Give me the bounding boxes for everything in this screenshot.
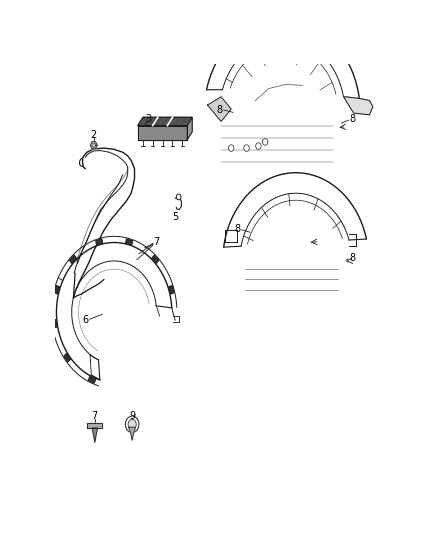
Text: 3: 3 bbox=[145, 114, 151, 124]
Text: 8: 8 bbox=[216, 105, 223, 115]
Text: 9: 9 bbox=[129, 411, 135, 421]
Polygon shape bbox=[88, 376, 95, 383]
Text: 7: 7 bbox=[92, 411, 98, 421]
Circle shape bbox=[128, 419, 136, 429]
Text: 7: 7 bbox=[153, 238, 160, 247]
Polygon shape bbox=[64, 353, 71, 362]
Polygon shape bbox=[169, 286, 174, 294]
Polygon shape bbox=[138, 126, 187, 140]
Polygon shape bbox=[208, 97, 231, 122]
Polygon shape bbox=[343, 96, 373, 115]
Polygon shape bbox=[187, 117, 192, 140]
Text: 8: 8 bbox=[350, 114, 356, 124]
Polygon shape bbox=[87, 423, 102, 428]
Polygon shape bbox=[53, 320, 57, 328]
Ellipse shape bbox=[364, 103, 372, 111]
Circle shape bbox=[229, 145, 234, 151]
Text: 2: 2 bbox=[91, 130, 97, 140]
Polygon shape bbox=[96, 239, 102, 245]
Circle shape bbox=[262, 139, 268, 145]
Circle shape bbox=[256, 143, 261, 149]
Circle shape bbox=[176, 194, 181, 200]
Polygon shape bbox=[90, 142, 97, 149]
Polygon shape bbox=[70, 255, 76, 263]
Text: 8: 8 bbox=[350, 253, 356, 263]
Polygon shape bbox=[129, 427, 135, 440]
Circle shape bbox=[125, 416, 139, 432]
Circle shape bbox=[244, 145, 249, 151]
Polygon shape bbox=[152, 255, 159, 263]
Polygon shape bbox=[138, 117, 192, 126]
Text: 5: 5 bbox=[172, 213, 178, 222]
Text: 6: 6 bbox=[82, 316, 88, 326]
Polygon shape bbox=[54, 286, 60, 294]
Polygon shape bbox=[92, 428, 98, 442]
Polygon shape bbox=[126, 239, 132, 245]
Text: 8: 8 bbox=[234, 224, 240, 234]
